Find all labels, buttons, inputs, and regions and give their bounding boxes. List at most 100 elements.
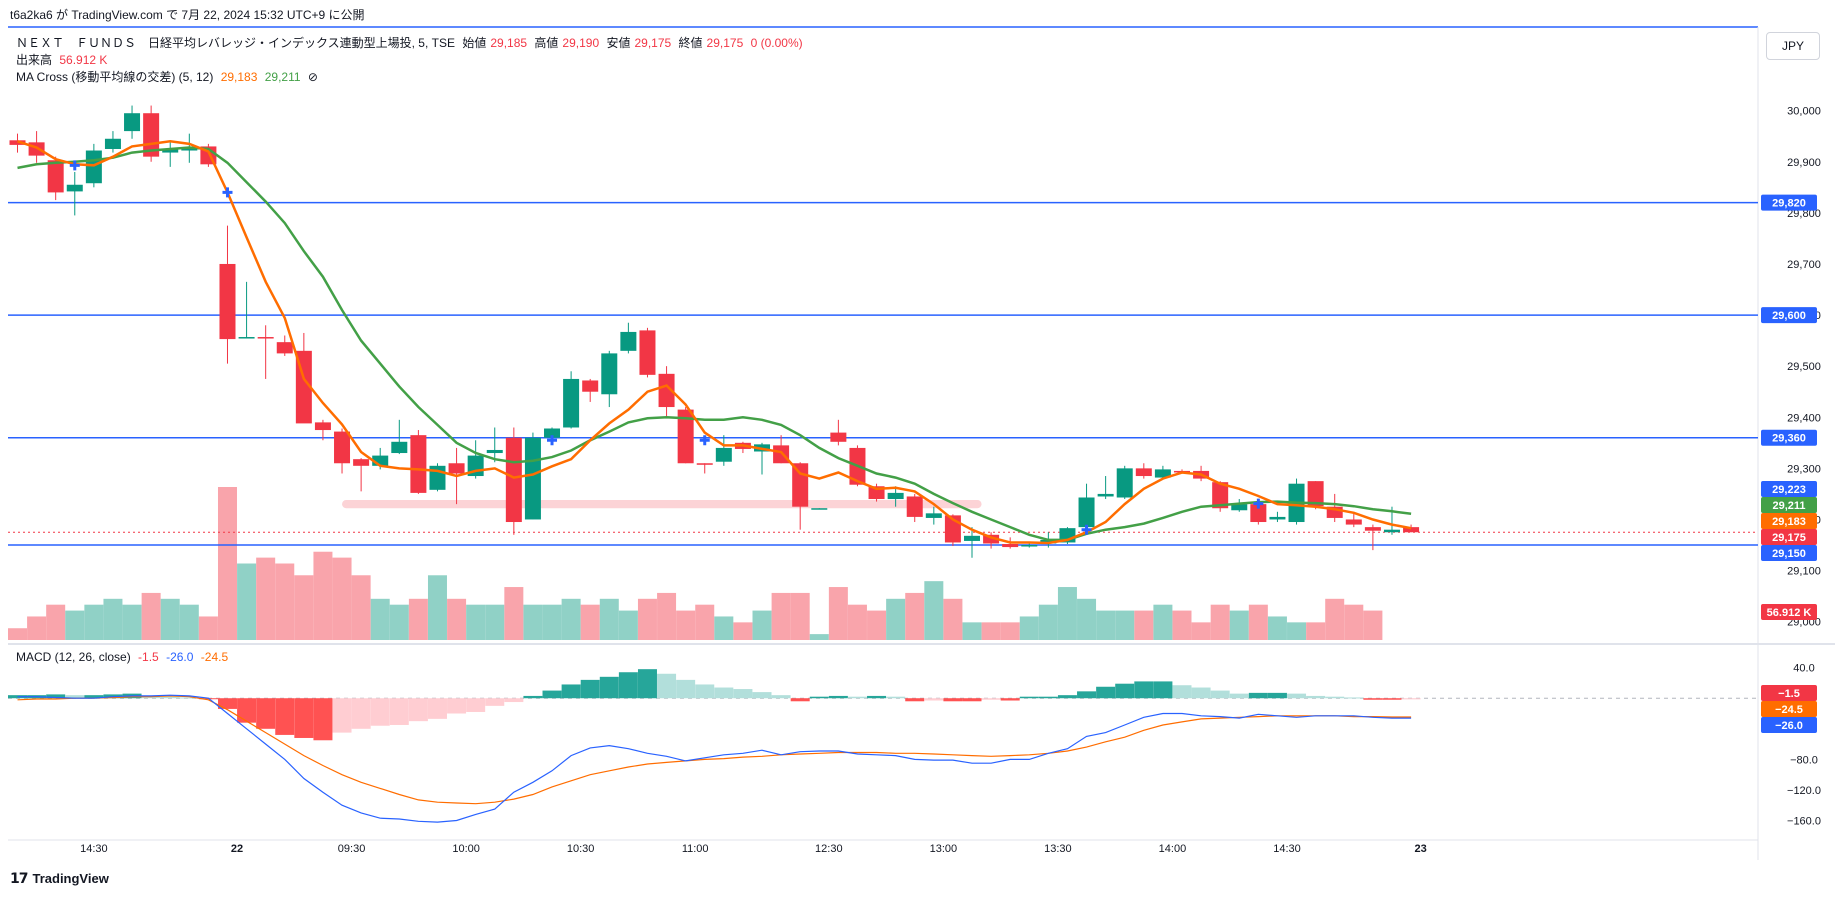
volume-bar: [523, 604, 543, 640]
volume-bar: [160, 598, 180, 640]
macd-hist-bar: [962, 698, 982, 702]
candle-body: [792, 463, 809, 507]
candle-body: [1326, 506, 1343, 518]
horizontal-lines: [8, 201, 1758, 546]
ma-fast-line: [17, 140, 1412, 545]
volume-bar: [867, 610, 887, 640]
volume-bar: [1267, 616, 1287, 640]
candle-body: [1231, 504, 1248, 511]
price-tick-label: 29,800: [1787, 208, 1821, 220]
brand-label: TradingView: [32, 871, 109, 886]
time-tick-label: 14:00: [1159, 843, 1187, 855]
volume-bar: [1115, 610, 1135, 640]
macd-hist-bar: [771, 695, 791, 699]
volume-bar: [427, 575, 447, 640]
macd-hist-bar: [504, 698, 524, 703]
eye-off-icon[interactable]: ⊘: [307, 70, 318, 84]
volume-bar: [1038, 604, 1058, 640]
macd-tick-label: −80.0: [1790, 754, 1818, 766]
volume-bar: [1229, 610, 1249, 640]
volume-bar: [332, 557, 352, 640]
macd-value-tag: −24.5: [1775, 704, 1803, 716]
candle-body: [1250, 504, 1267, 523]
volume-bar: [198, 616, 218, 640]
macd-value-tag-bg: [1761, 701, 1817, 717]
volume-bar: [599, 598, 619, 640]
candle-body: [964, 535, 980, 541]
candle-body: [1212, 482, 1229, 509]
macd-value-tag: −1.5: [1778, 688, 1800, 700]
macd-hist-bar: [84, 695, 104, 699]
volume-bar: [733, 622, 753, 640]
volume-bar: [1325, 598, 1345, 640]
current-price-tag: 29,183: [1772, 516, 1806, 528]
candle-body: [276, 342, 293, 354]
candle-body: [925, 513, 942, 518]
volume-bar: [809, 634, 829, 640]
candle-body: [448, 463, 465, 474]
volume-bar: [8, 628, 27, 640]
macd-hist-bar: [847, 696, 867, 699]
current-price-tag: 29,223: [1772, 484, 1806, 496]
volume-bar: [580, 604, 600, 640]
volume-bar: [27, 616, 47, 640]
macd-hist-bar: [332, 698, 352, 733]
time-tick-label: 14:30: [1273, 843, 1301, 855]
volume-legend: 出来高 56.912 K: [16, 51, 111, 68]
macd-hist-bar: [867, 695, 887, 699]
macd-signal-line: [17, 695, 1412, 805]
candle-body: [124, 113, 141, 132]
volume-bar: [275, 563, 295, 640]
volume-bar: [676, 610, 696, 640]
macd-hist-bar: [1019, 696, 1039, 699]
macd-hist-bar: [1191, 687, 1211, 699]
time-tick-label: 09:30: [338, 843, 366, 855]
volume-bar: [542, 604, 562, 640]
candle-body: [1269, 516, 1286, 520]
time-tick-label: 12:30: [815, 843, 843, 855]
macd-hist-bar: [160, 696, 180, 699]
volume-bar: [370, 598, 390, 640]
volume-bar: [179, 604, 199, 640]
volume-bar: [847, 604, 867, 640]
macd-hist-bar: [695, 684, 715, 699]
macd-hist-bar: [752, 692, 772, 699]
volume-bar: [447, 598, 467, 640]
volume-bar: [1306, 622, 1326, 640]
volume-bar: [790, 592, 810, 640]
volume-bar: [1019, 616, 1039, 640]
macd-hist-bar: [1172, 685, 1192, 699]
volume-bar: [122, 604, 142, 640]
macd-hist-bar: [351, 698, 371, 729]
volume-bar: [924, 581, 944, 640]
ma-cross-marker: [222, 187, 233, 198]
ma-label: MA Cross (移動平均線の交差) (5, 12): [16, 70, 214, 84]
candle-body: [353, 459, 370, 466]
volume-bar: [1153, 604, 1173, 640]
candle-body: [1116, 468, 1133, 498]
current-price-tag-bg: [1761, 545, 1817, 561]
macd-hist-bar: [1306, 695, 1326, 699]
hline-price-tag-bg: [1761, 194, 1817, 211]
macd-hist-bar: [275, 698, 295, 735]
candle-body: [334, 431, 351, 464]
candle-body: [620, 331, 637, 351]
candle-body: [601, 353, 618, 395]
open-value: 29,185: [490, 36, 528, 50]
candle-body: [1135, 468, 1152, 477]
volume-bar: [886, 598, 906, 640]
price-tick-label: 29,400: [1787, 412, 1821, 424]
currency-button[interactable]: JPY: [1766, 32, 1820, 60]
macd-hist-bar: [1325, 696, 1345, 699]
current-price-tag: 29,211: [1772, 500, 1805, 512]
macd-legend: MACD (12, 26, close) -1.5 -26.0 -24.5: [16, 650, 232, 664]
price-tick-label: 29,300: [1787, 463, 1821, 475]
volume-bar: [962, 622, 982, 640]
candle-body: [1383, 529, 1400, 533]
tradingview-logo-icon: 𝟭𝟳: [10, 870, 29, 886]
price-tick-label: 29,100: [1787, 566, 1821, 578]
macd-hist-bar: [523, 695, 543, 699]
change-value: 0 (0.00%): [750, 36, 803, 50]
candle-body: [1364, 527, 1381, 531]
